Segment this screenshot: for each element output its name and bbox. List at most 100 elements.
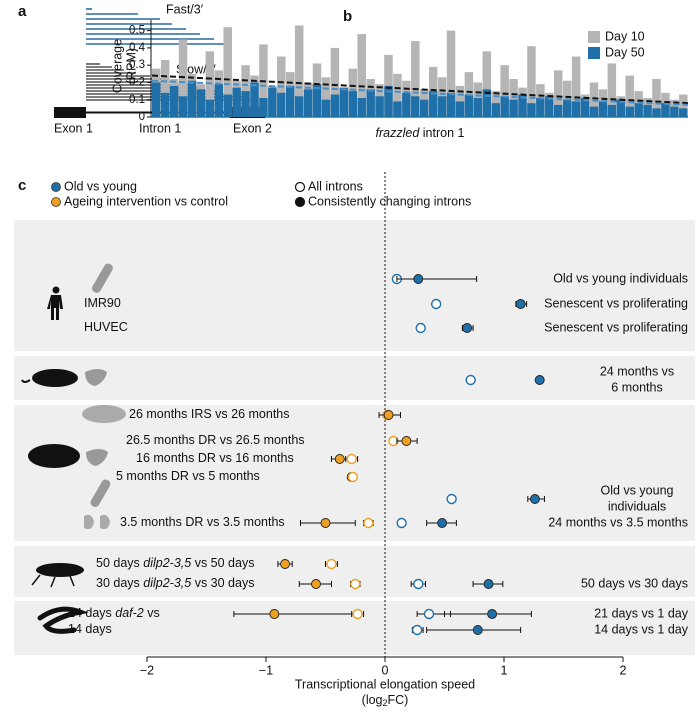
- bar: [437, 96, 447, 117]
- text-segment: vs: [144, 606, 160, 620]
- bar: [384, 85, 393, 117]
- point: [534, 375, 545, 385]
- bar: [187, 80, 197, 117]
- bar: [652, 108, 661, 117]
- row-right-label: 14 days vs 1 day: [594, 622, 689, 636]
- bar: [152, 82, 161, 117]
- point: [383, 410, 394, 420]
- bar: [402, 92, 411, 117]
- bar: [616, 99, 626, 117]
- legend-swatch: [588, 47, 600, 59]
- bar: [411, 41, 420, 117]
- bar: [241, 91, 250, 117]
- fast-reads: [86, 8, 228, 45]
- mouse-icon: [32, 369, 78, 387]
- bar: [491, 103, 500, 117]
- exon-box: [54, 107, 86, 118]
- text-segment: dilp2-3,5: [143, 576, 191, 590]
- point: [363, 517, 374, 529]
- bar: [160, 60, 170, 117]
- text-segment: 26 months IRS vs 26 months: [129, 407, 290, 421]
- point: [472, 625, 483, 635]
- row-label: 30 days dilp2-3,5 vs 30 days: [96, 576, 254, 590]
- point: [326, 558, 337, 570]
- x-axis-label: frazzled intron 1: [376, 126, 465, 140]
- bar: [598, 101, 608, 117]
- bar: [527, 46, 536, 117]
- row-label: IMR90: [84, 296, 121, 310]
- point: [401, 436, 412, 446]
- bar: [223, 94, 232, 117]
- x-tick-label: −1: [259, 663, 273, 677]
- bar: [196, 89, 206, 117]
- bar: [321, 99, 331, 117]
- point: [311, 579, 321, 589]
- x-tick-label: 2: [620, 663, 627, 677]
- y-tick-label: 0.5: [129, 25, 145, 37]
- fast-label: Fast/3′: [166, 2, 204, 16]
- point: [462, 323, 473, 333]
- bar: [643, 104, 652, 117]
- bar: [393, 73, 402, 117]
- mouse-tail: [21, 379, 31, 383]
- bar: [330, 94, 340, 117]
- text-segment: 16 months DR vs 16 months: [136, 451, 294, 465]
- legend-label: Ageing intervention vs control: [64, 194, 228, 208]
- text-segment: intron 1: [419, 126, 464, 140]
- mouse-icon: [28, 444, 80, 468]
- x-tick-label: 0: [382, 663, 389, 677]
- row-label: 50 days dilp2-3,5 vs 50 days: [96, 556, 254, 570]
- x-axis-label: Transcriptional elongation speed: [295, 677, 475, 691]
- x-tick-label: −2: [140, 663, 154, 677]
- text-segment: (log: [362, 693, 383, 707]
- legend-dot: [51, 197, 61, 207]
- fly-legs: [31, 574, 75, 588]
- row-right-label: 24 months vs 3.5 months: [548, 515, 688, 529]
- text-segment: HUVEC: [84, 320, 128, 334]
- text-segment: vs 30 days: [191, 576, 254, 590]
- point: [347, 471, 359, 483]
- bar: [554, 70, 563, 117]
- bar: [455, 101, 465, 117]
- bar: [500, 96, 509, 117]
- point: [423, 608, 435, 620]
- bar: [670, 106, 679, 117]
- group-box: [14, 220, 695, 351]
- legend-swatch: [588, 31, 600, 43]
- point: [437, 518, 448, 528]
- tube-icon: [90, 479, 111, 508]
- point: [465, 374, 476, 386]
- bar: [571, 101, 581, 117]
- worm-icon: [37, 606, 89, 634]
- bar: [250, 82, 259, 117]
- row-label: 26.5 months DR vs 26.5 months: [126, 433, 305, 447]
- bar: [375, 96, 384, 117]
- point: [430, 298, 442, 310]
- point: [346, 453, 357, 465]
- bar: [679, 108, 688, 117]
- legend-label: Day 10: [605, 29, 645, 43]
- point: [529, 494, 540, 504]
- bar: [446, 92, 456, 117]
- point: [269, 609, 280, 619]
- bar: [330, 47, 340, 118]
- point: [483, 579, 494, 589]
- liver-icon: [86, 449, 108, 466]
- y-tick-label: 0.4: [129, 42, 146, 54]
- text-segment: FC): [388, 693, 409, 707]
- bar: [652, 79, 661, 117]
- legend-label: Consistently changing introns: [308, 194, 471, 208]
- bar: [357, 34, 366, 117]
- panel-label: c: [18, 177, 26, 194]
- bar: [482, 51, 492, 118]
- bar: [571, 56, 581, 117]
- text-segment: vs 50 days: [191, 556, 254, 570]
- point: [350, 578, 361, 590]
- bar: [545, 96, 554, 117]
- bar: [321, 77, 331, 117]
- row-right-label: 50 days vs 30 days: [581, 576, 688, 590]
- bar: [464, 94, 474, 117]
- icons: [21, 263, 126, 634]
- exon-label: Exon 1: [54, 121, 93, 135]
- legend-label: Old vs young: [64, 179, 137, 193]
